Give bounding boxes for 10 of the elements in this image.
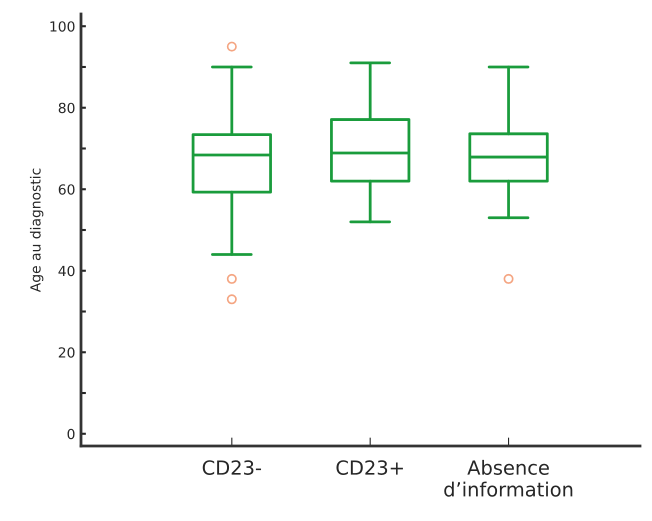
- x-tick-label: CD23+: [336, 460, 403, 475]
- y-tick-label: 60: [58, 184, 75, 195]
- y-axis-title: Age au diagnostic: [30, 168, 44, 292]
- y-tick-label: 0: [68, 428, 75, 440]
- x-tick-label: Absence d’information: [444, 460, 572, 497]
- y-tick-label: 80: [58, 102, 75, 114]
- y-tick-label: 40: [58, 266, 75, 276]
- x-tick-label: CD23-: [202, 460, 262, 475]
- y-tick-label: 100: [50, 21, 75, 32]
- y-tick-label: 20: [58, 347, 75, 358]
